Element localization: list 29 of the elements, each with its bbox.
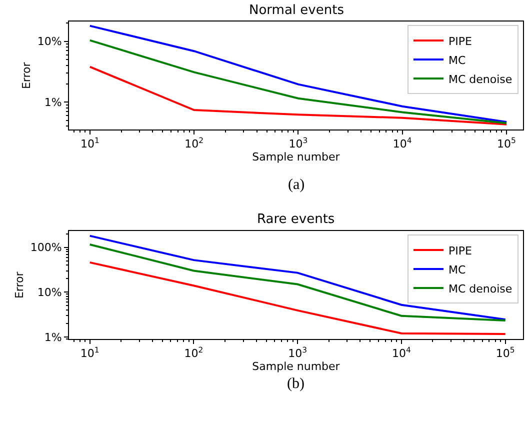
text: (a): [288, 177, 305, 193]
legend-label: PIPE: [448, 244, 472, 258]
x-tick-label: 10$^{1}$: [80, 346, 100, 360]
x-axis-title: Sample number: [252, 360, 340, 374]
y-axis-title: Error: [20, 62, 33, 90]
legend-label: MC: [448, 263, 466, 276]
legend-label: MC: [448, 54, 466, 67]
x-tick-label: 10$^{1}$: [80, 136, 100, 151]
legend-label: MC denoise: [448, 282, 512, 296]
chart-title: Normal events: [249, 3, 344, 18]
legend-label: PIPE: [448, 34, 472, 48]
y-tick-label: 1%: [44, 96, 62, 109]
x-tick-label: 10$^{4}$: [392, 346, 411, 360]
x-tick-label: 10$^{5}$: [497, 136, 516, 151]
text: (b): [287, 376, 304, 392]
x-axis-title: Sample number: [252, 150, 340, 164]
y-tick-label: 100%: [30, 241, 62, 254]
x-tick-label: 10$^{3}$: [288, 136, 308, 151]
y-axis-title: Error: [12, 271, 26, 299]
y-tick-label: 10%: [37, 286, 62, 299]
y-tick-label: 1%: [44, 330, 62, 344]
x-tick-label: 10$^{2}$: [184, 346, 204, 360]
chart-title: Rare events: [257, 212, 335, 227]
x-tick-label: 10$^{3}$: [288, 346, 308, 360]
x-tick-label: 10$^{4}$: [392, 136, 412, 151]
y-tick-label: 10%: [37, 35, 62, 48]
legend-label: MC denoise: [448, 72, 512, 86]
x-tick-label: 10$^{5}$: [496, 346, 515, 360]
x-tick-label: 10$^{2}$: [184, 136, 204, 151]
